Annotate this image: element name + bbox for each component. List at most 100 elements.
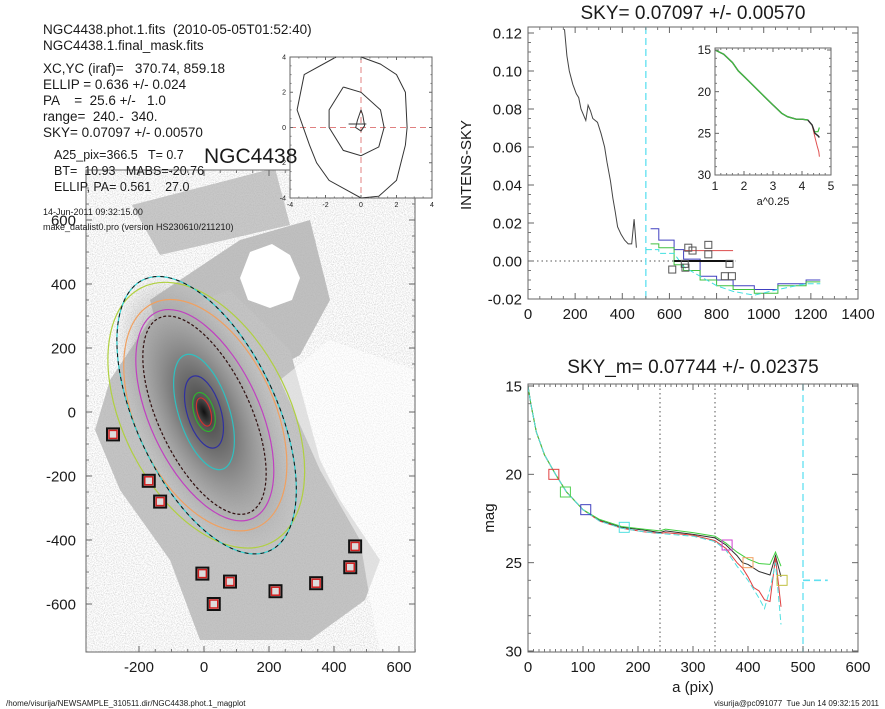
inset-red-curve bbox=[811, 124, 820, 157]
mag-plot-panel: 0 100 200 300 400 500 600 15 20 25 30 bbox=[505, 378, 870, 676]
y-tick-label: 4 bbox=[282, 54, 286, 61]
y-tick-label: -200 bbox=[46, 468, 76, 485]
x-tick-label: 5 bbox=[828, 179, 835, 193]
sky-box bbox=[348, 539, 363, 554]
y-tick-label: -0.02 bbox=[488, 291, 522, 308]
isophote-ellipse bbox=[142, 315, 267, 515]
y-tick-label: 200 bbox=[51, 340, 76, 357]
galaxy-body bbox=[114, 272, 294, 552]
footer-user-time: visurija@pc091077 Tue Jun 14 09:32:15 20… bbox=[714, 699, 879, 708]
isophote-ellipse bbox=[173, 353, 235, 471]
sky-sample-box bbox=[725, 259, 734, 268]
x-tick-label: 200 bbox=[256, 659, 281, 676]
y-tick-label: 20 bbox=[698, 85, 712, 99]
x-tick-label: 600 bbox=[845, 659, 870, 676]
mag-marker bbox=[618, 521, 630, 533]
contour-lines bbox=[290, 56, 432, 199]
sky-sample-box bbox=[681, 263, 690, 272]
sky-axis-ticks: 0 200 400 600 800 1000 1200 1400 0.12 0.10 0.08 0.0… bbox=[488, 25, 875, 323]
x-tick-label: 4 bbox=[799, 179, 806, 193]
y-tick-label: 25 bbox=[505, 555, 522, 572]
x-tick-label: 1000 bbox=[747, 306, 780, 323]
ellip-pa-line: ELLIP, PA= 0.561 27.0 bbox=[54, 180, 190, 194]
sky-sample-box bbox=[684, 243, 693, 252]
y-tick-label: 2 bbox=[282, 90, 286, 97]
x-tick-label: 0 bbox=[200, 659, 208, 676]
mag-plot-frame bbox=[527, 383, 859, 653]
y-tick-label: 0 bbox=[68, 404, 76, 421]
sky-box-inner bbox=[197, 568, 208, 579]
x-tick-label: 1200 bbox=[794, 306, 827, 323]
sky-plot-content bbox=[528, 27, 821, 299]
isophote-ellipse bbox=[192, 391, 216, 433]
y-tick-label: 0.08 bbox=[493, 101, 522, 118]
contour-inset-panel: -4 -2 0 2 4 -4 -2 0 2 4 bbox=[280, 54, 434, 209]
galaxy-image-panel: -200 0 200 400 600 -600 -400 -200 0 200 400 600 bbox=[46, 169, 416, 676]
sky-box bbox=[343, 560, 358, 575]
position-angle-line: PA = 25.6 +/- 1.0 bbox=[43, 93, 166, 108]
blank-region bbox=[280, 340, 415, 652]
y-tick-label: 0 bbox=[282, 125, 286, 132]
mask-file-line: NGC4438.1.final_mask.fits bbox=[43, 38, 204, 53]
contour-line bbox=[328, 86, 385, 157]
isophote-ellipse-dash bbox=[116, 275, 297, 555]
y-tick-label: 0.02 bbox=[493, 215, 522, 232]
x-tick-label: 400 bbox=[321, 659, 346, 676]
image-axis-ticks: -200 0 200 400 600 -600 -400 -200 0 200 400 600 bbox=[46, 170, 416, 676]
isophote-ellipse bbox=[195, 397, 213, 427]
x-tick-label: 0 bbox=[524, 659, 532, 676]
y-tick-label: 25 bbox=[698, 127, 712, 141]
x-tick-label: -4 bbox=[287, 202, 293, 209]
mag-marker bbox=[559, 486, 571, 498]
x-tick-label: 600 bbox=[657, 306, 682, 323]
sky-plot-panel: 0 200 400 600 800 1000 1200 1400 0.12 0.10 0.08 0.0… bbox=[488, 25, 875, 323]
sky-box bbox=[195, 566, 210, 581]
sky-box-inner bbox=[345, 562, 355, 572]
mag-plot-ylabel: mag bbox=[481, 503, 498, 532]
intensity-profile bbox=[564, 29, 637, 248]
x-tick-label: 4 bbox=[430, 202, 434, 209]
x-tick-label: 400 bbox=[735, 659, 760, 676]
sky-box-inner bbox=[225, 576, 235, 587]
program-version: make_datalist0.pro (version HS230610/211… bbox=[43, 222, 234, 232]
sky-box-inner bbox=[209, 599, 219, 609]
masked-star-hole bbox=[240, 244, 300, 308]
mag-plot-xlabel: a (pix) bbox=[672, 679, 714, 696]
sky-box-inner bbox=[144, 476, 154, 486]
y-tick-label: 400 bbox=[51, 276, 76, 293]
isophote-ellipses bbox=[107, 275, 306, 555]
mag-marker bbox=[776, 574, 788, 586]
sky-sample-box bbox=[704, 250, 713, 259]
sky-box bbox=[106, 427, 120, 442]
inset-green-tail bbox=[815, 127, 820, 133]
y-tick-label: 600 bbox=[51, 212, 76, 229]
sky-box bbox=[153, 494, 168, 509]
step-series bbox=[645, 249, 821, 296]
x-tick-label: 800 bbox=[704, 306, 729, 323]
sky-box bbox=[309, 576, 324, 591]
y-tick-label: 15 bbox=[505, 378, 522, 395]
ellipticity-line: ELLIP = 0.636 +/- 0.024 bbox=[43, 77, 187, 92]
timestamp: 14-Jun-2011 09:32:15.00 bbox=[43, 207, 143, 217]
x-tick-label: 200 bbox=[563, 306, 588, 323]
inset-green-curve bbox=[715, 49, 808, 121]
mag-plot-content bbox=[528, 384, 828, 652]
y-tick-label: -4 bbox=[280, 195, 286, 202]
a25-line: A25_pix=366.5 T= 0.7 bbox=[54, 148, 184, 162]
galaxy-image bbox=[86, 170, 415, 652]
sky-box-inner bbox=[350, 541, 360, 552]
x-tick-label: 600 bbox=[386, 659, 411, 676]
sky-box-inner bbox=[270, 586, 281, 596]
y-tick-label: 0.12 bbox=[493, 25, 522, 42]
mag-axis-ticks: 0 100 200 300 400 500 600 15 20 25 30 bbox=[505, 378, 870, 676]
sky-plot-ylabel: INTENS-SKY bbox=[458, 120, 475, 210]
mag-marker bbox=[580, 504, 592, 516]
range-line: range= 240.- 340. bbox=[43, 109, 158, 124]
sky-box bbox=[206, 597, 221, 611]
inset-profile bbox=[715, 49, 820, 157]
x-tick-label: 100 bbox=[570, 659, 595, 676]
y-tick-label: 0.04 bbox=[493, 177, 522, 194]
mag-series-cyan bbox=[528, 385, 782, 625]
sky-plot-title: SKY= 0.07097 +/- 0.00570 bbox=[580, 3, 805, 24]
sky-box-inner bbox=[155, 496, 165, 507]
